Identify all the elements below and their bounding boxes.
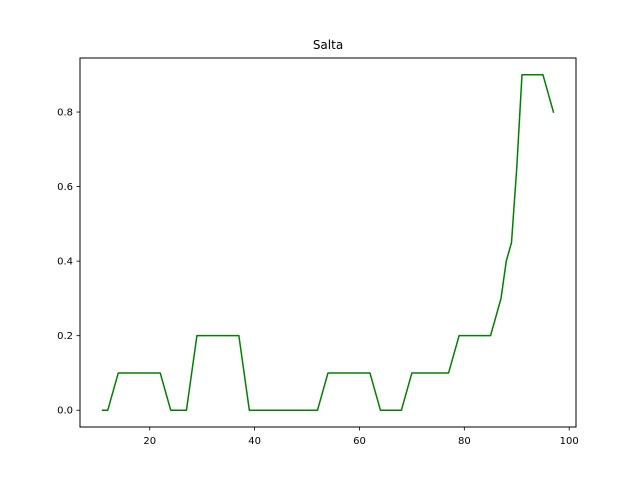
y-tick-label: 0.2 [57,331,73,342]
x-axis: 20 40 60 80 100 [143,427,579,447]
x-tick-label: 80 [458,436,471,447]
plot-area-frame [79,57,577,428]
y-tick-label: 0.4 [57,257,73,268]
y-tick-label: 0.0 [57,406,73,417]
chart-title: Salta [313,38,343,52]
y-axis: 0.0 0.2 0.4 0.6 0.8 [57,108,80,417]
x-tick-label: 20 [143,436,156,447]
series-layer [101,74,555,411]
x-tick-label: 100 [560,436,579,447]
y-tick-label: 0.8 [57,108,73,119]
x-tick-label: 40 [248,436,261,447]
x-tick-label: 60 [353,436,366,447]
series-line [101,74,555,411]
y-tick-label: 0.6 [57,182,73,193]
